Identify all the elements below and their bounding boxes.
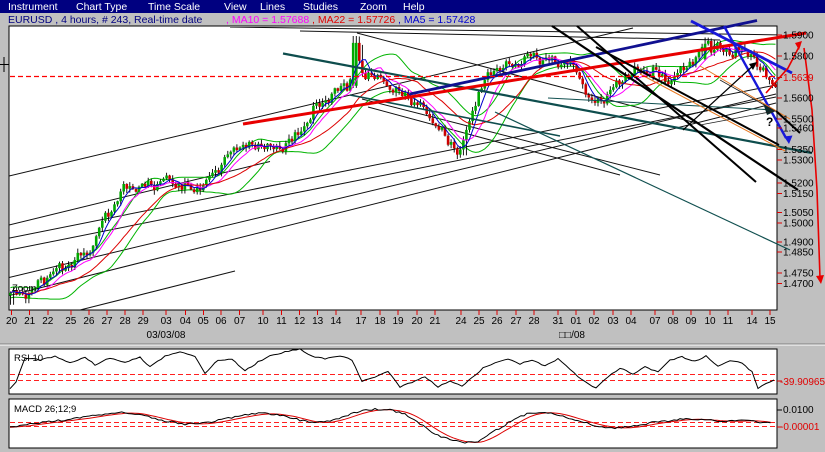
svg-text:07: 07 xyxy=(234,316,246,327)
svg-text:10: 10 xyxy=(257,316,269,327)
svg-text:29: 29 xyxy=(138,316,150,327)
svg-text:27: 27 xyxy=(101,316,113,327)
svg-text:1.5800: 1.5800 xyxy=(783,52,814,63)
svg-text:10: 10 xyxy=(704,316,716,327)
svg-text:-0.00001: -0.00001 xyxy=(780,422,820,433)
svg-text:MACD 26;12;9: MACD 26;12;9 xyxy=(14,404,76,415)
svg-text:, MA5 = 1.57428: , MA5 = 1.57428 xyxy=(398,14,476,26)
svg-text:31: 31 xyxy=(552,316,564,327)
svg-text:Time Scale: Time Scale xyxy=(148,1,200,13)
svg-text:27: 27 xyxy=(510,316,522,327)
svg-text:Zoom: Zoom xyxy=(360,1,387,13)
svg-text:26: 26 xyxy=(83,316,95,327)
svg-text:01: 01 xyxy=(570,316,582,327)
svg-text:EURUSD , 4 hours, # 243, Real-: EURUSD , 4 hours, # 243, Real-time date xyxy=(8,14,202,26)
svg-text:0.0100: 0.0100 xyxy=(783,405,814,416)
svg-text:1.5150: 1.5150 xyxy=(783,189,814,200)
svg-text:07: 07 xyxy=(649,316,661,327)
svg-text:Chart Type: Chart Type xyxy=(76,1,127,13)
svg-text:1.5500: 1.5500 xyxy=(783,115,814,126)
svg-text:24: 24 xyxy=(455,316,467,327)
svg-text:Zoom: Zoom xyxy=(12,283,36,294)
svg-text:View: View xyxy=(224,1,247,13)
svg-text:09: 09 xyxy=(685,316,697,327)
svg-text:03: 03 xyxy=(161,316,173,327)
svg-text:15: 15 xyxy=(764,316,776,327)
svg-text:12: 12 xyxy=(294,316,306,327)
svg-text:11: 11 xyxy=(276,316,287,327)
svg-text:1.4850: 1.4850 xyxy=(783,248,814,259)
svg-text:05: 05 xyxy=(198,316,210,327)
svg-text:Help: Help xyxy=(403,1,425,13)
svg-text:1.5300: 1.5300 xyxy=(783,156,814,167)
svg-text:06: 06 xyxy=(215,316,227,327)
svg-text:13: 13 xyxy=(312,316,324,327)
svg-text:20: 20 xyxy=(411,316,423,327)
svg-text:28: 28 xyxy=(120,316,132,327)
svg-text:1.5600: 1.5600 xyxy=(783,94,814,105)
svg-text:02: 02 xyxy=(588,316,600,327)
svg-text:26: 26 xyxy=(491,316,503,327)
svg-text:, MA22 = 1.57726: , MA22 = 1.57726 xyxy=(312,14,395,26)
svg-text:21: 21 xyxy=(429,316,441,327)
svg-text:1.5200: 1.5200 xyxy=(783,179,814,190)
svg-text:Studies: Studies xyxy=(303,1,338,13)
svg-text:1.5050: 1.5050 xyxy=(783,208,814,219)
svg-text:11: 11 xyxy=(723,316,734,327)
svg-text:03: 03 xyxy=(607,316,619,327)
svg-text:25: 25 xyxy=(473,316,485,327)
svg-text:25: 25 xyxy=(65,316,77,327)
svg-text:Instrument: Instrument xyxy=(8,1,58,13)
svg-text:08: 08 xyxy=(667,316,679,327)
svg-text:21: 21 xyxy=(24,316,36,327)
svg-text:03/03/08: 03/03/08 xyxy=(147,330,186,341)
svg-text:?: ? xyxy=(766,115,773,129)
svg-text:1.5639: 1.5639 xyxy=(783,73,814,84)
svg-text:1.5460: 1.5460 xyxy=(783,124,814,135)
svg-text:1.4750: 1.4750 xyxy=(783,269,814,280)
svg-text:04: 04 xyxy=(180,316,192,327)
svg-text:□□/08: □□/08 xyxy=(559,330,585,341)
svg-text:-39.90965: -39.90965 xyxy=(780,377,825,388)
svg-text:28: 28 xyxy=(528,316,540,327)
svg-text:14: 14 xyxy=(746,316,758,327)
svg-text:1.4700: 1.4700 xyxy=(783,279,814,290)
svg-text:22: 22 xyxy=(42,316,54,327)
svg-text:1.4900: 1.4900 xyxy=(783,238,814,249)
svg-text:19: 19 xyxy=(392,316,404,327)
svg-text:20: 20 xyxy=(6,316,18,327)
svg-text:1.5350: 1.5350 xyxy=(783,145,814,156)
svg-text:1.5000: 1.5000 xyxy=(783,219,814,230)
svg-text:14: 14 xyxy=(330,316,342,327)
svg-text:17: 17 xyxy=(355,316,367,327)
svg-text:1.5900: 1.5900 xyxy=(783,31,814,42)
svg-text:18: 18 xyxy=(374,316,386,327)
svg-text:, MA10 = 1.57688: , MA10 = 1.57688 xyxy=(226,14,309,26)
svg-text:04: 04 xyxy=(625,316,637,327)
svg-text:Lines: Lines xyxy=(260,1,285,13)
